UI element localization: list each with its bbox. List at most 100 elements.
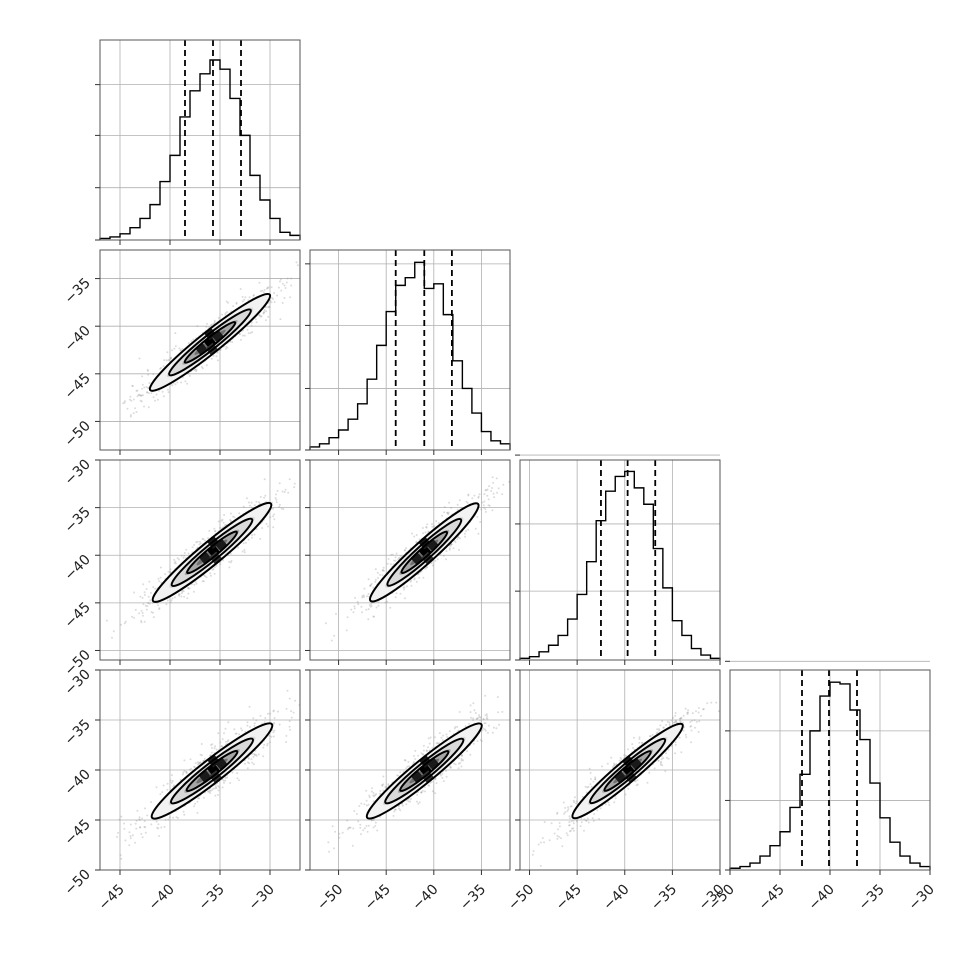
axes-frame bbox=[309, 459, 511, 661]
panel-content bbox=[100, 250, 300, 450]
scatter-point bbox=[564, 811, 567, 814]
scatter-point bbox=[285, 741, 288, 743]
scatter-point bbox=[682, 729, 685, 732]
scatter-point bbox=[270, 301, 273, 304]
axes-frame bbox=[99, 39, 301, 241]
scatter-point bbox=[229, 518, 232, 521]
scatter-point bbox=[258, 501, 260, 504]
scatter-point bbox=[272, 710, 275, 713]
scatter-point bbox=[219, 563, 222, 566]
scatter-point bbox=[204, 539, 206, 542]
scatter-point bbox=[435, 742, 438, 745]
scatter-point bbox=[185, 771, 188, 774]
scatter-point bbox=[454, 726, 457, 728]
scatter-point bbox=[441, 514, 444, 517]
scatter-point bbox=[363, 827, 366, 830]
scatter-point bbox=[370, 582, 373, 585]
scatter-point bbox=[449, 765, 452, 768]
scatter-point bbox=[565, 832, 568, 835]
scatter-point bbox=[382, 569, 385, 572]
scatter-point bbox=[496, 696, 499, 698]
scatter-point bbox=[341, 831, 344, 834]
scatter-point bbox=[229, 519, 232, 522]
scatter-point bbox=[143, 620, 146, 623]
scatter-point bbox=[234, 732, 237, 735]
scatter-point bbox=[664, 770, 667, 773]
scatter-point bbox=[366, 830, 369, 833]
scatter-point bbox=[206, 790, 209, 793]
scatter-point bbox=[382, 775, 385, 778]
scatter-point bbox=[556, 811, 559, 814]
scatter-point bbox=[135, 819, 138, 822]
scatter-point bbox=[196, 540, 199, 543]
scatter-point bbox=[254, 318, 257, 321]
scatter-point bbox=[136, 395, 139, 398]
scatter-point bbox=[233, 516, 236, 519]
scatter-point bbox=[428, 742, 431, 745]
scatter-point bbox=[142, 583, 145, 586]
scatter-point bbox=[213, 321, 216, 324]
scatter-point bbox=[244, 730, 247, 733]
scatter-point bbox=[170, 356, 172, 359]
scatter-point bbox=[575, 802, 577, 805]
scatter-point bbox=[367, 578, 370, 581]
scatter-point bbox=[405, 547, 407, 550]
scatter-point bbox=[181, 347, 184, 350]
scatter-point bbox=[483, 728, 486, 731]
scatter-panel-2-3 bbox=[519, 669, 721, 871]
scatter-point bbox=[170, 774, 173, 777]
scatter-point bbox=[238, 512, 241, 515]
scatter-point bbox=[348, 826, 351, 829]
hist-panel-1 bbox=[305, 249, 511, 451]
scatter-point bbox=[241, 334, 244, 337]
scatter-point bbox=[689, 721, 692, 723]
scatter-point bbox=[363, 596, 365, 598]
scatter-point bbox=[140, 394, 143, 397]
scatter-point bbox=[487, 504, 490, 507]
scatter-point bbox=[476, 740, 479, 743]
scatter-point bbox=[129, 835, 132, 838]
scatter-point bbox=[128, 398, 131, 401]
scatter-point bbox=[221, 745, 223, 748]
scatter-point bbox=[363, 803, 366, 806]
scatter-point bbox=[351, 844, 354, 847]
scatter-point bbox=[338, 836, 341, 839]
scatter-point bbox=[491, 476, 494, 479]
scatter-point bbox=[181, 592, 183, 594]
scatter-point bbox=[354, 596, 357, 599]
scatter-point bbox=[214, 794, 217, 797]
scatter-point bbox=[171, 597, 174, 600]
scatter-point bbox=[187, 552, 190, 555]
scatter-point bbox=[199, 542, 202, 545]
scatter-point bbox=[352, 827, 355, 830]
scatter-point bbox=[457, 762, 460, 765]
scatter-point bbox=[242, 542, 245, 545]
scatter-point bbox=[674, 720, 677, 723]
scatter-point bbox=[152, 611, 154, 614]
scatter-point bbox=[424, 790, 426, 793]
scatter-point bbox=[253, 724, 256, 727]
scatter-point bbox=[409, 580, 412, 583]
scatter-point bbox=[215, 748, 218, 751]
scatter-point bbox=[139, 399, 142, 402]
scatter-point bbox=[359, 826, 362, 829]
scatter-point bbox=[200, 743, 203, 745]
scatter-point bbox=[171, 384, 174, 387]
scatter-point bbox=[239, 333, 241, 336]
scatter-point bbox=[484, 729, 487, 732]
scatter-point bbox=[194, 368, 197, 371]
scatter-point bbox=[143, 405, 145, 408]
scatter-point bbox=[268, 305, 271, 308]
scatter-point bbox=[290, 710, 293, 713]
scatter-point bbox=[248, 705, 251, 708]
scatter-point bbox=[395, 552, 398, 555]
scatter-point bbox=[224, 777, 227, 780]
scatter-point bbox=[367, 608, 370, 611]
scatter-point bbox=[248, 296, 251, 299]
scatter-point bbox=[145, 386, 148, 388]
scatter-point bbox=[376, 571, 379, 574]
scatter-point bbox=[624, 793, 627, 796]
scatter-point bbox=[204, 575, 206, 578]
scatter-point bbox=[131, 834, 134, 837]
scatter-point bbox=[404, 549, 407, 552]
